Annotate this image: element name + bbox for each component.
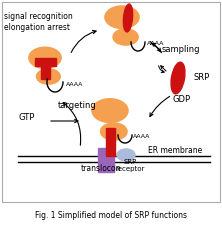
Text: AAAA: AAAA xyxy=(66,82,83,87)
Text: Fig. 1 Simplified model of SRP functions: Fig. 1 Simplified model of SRP functions xyxy=(35,210,187,220)
Text: GTP: GTP xyxy=(18,113,34,122)
Text: AAAA: AAAA xyxy=(133,134,150,139)
Text: sampling: sampling xyxy=(162,45,200,54)
Ellipse shape xyxy=(36,69,60,84)
Text: targeting: targeting xyxy=(58,101,97,110)
Text: SRP: SRP xyxy=(193,72,209,81)
Ellipse shape xyxy=(171,62,185,94)
Ellipse shape xyxy=(117,149,135,161)
Bar xyxy=(2,2,220,202)
Text: signal recognition
elongation arrest: signal recognition elongation arrest xyxy=(4,12,73,32)
Ellipse shape xyxy=(29,47,61,68)
Text: GDP: GDP xyxy=(172,95,190,104)
Ellipse shape xyxy=(101,123,127,140)
Bar xyxy=(40,66,50,79)
Bar xyxy=(34,58,56,66)
Bar xyxy=(98,148,114,172)
Ellipse shape xyxy=(92,99,128,123)
Ellipse shape xyxy=(105,6,139,28)
Text: AAAA: AAAA xyxy=(147,41,164,46)
Ellipse shape xyxy=(113,29,138,45)
Text: translocon: translocon xyxy=(81,164,121,173)
Ellipse shape xyxy=(123,4,133,32)
Bar xyxy=(106,128,115,156)
Text: ER membrane: ER membrane xyxy=(148,146,202,155)
Text: SRP
receptor: SRP receptor xyxy=(115,159,145,172)
